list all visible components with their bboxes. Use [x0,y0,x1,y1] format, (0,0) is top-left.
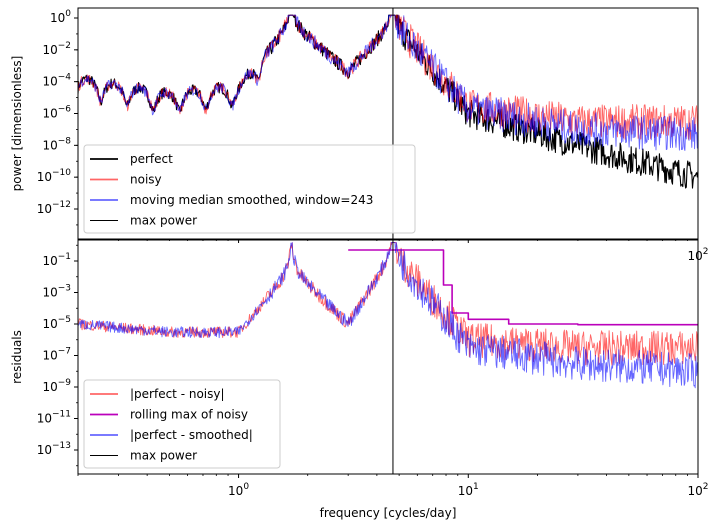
legend-box [83,144,416,234]
y-tick-label: 10−3 [42,284,71,300]
legend-label-perfect-smoothed: |perfect - smoothed| [130,428,253,442]
x-tick-label: 100 [228,482,249,498]
y-tick-label: 10−1 [42,252,71,268]
y-tick-label: 10−4 [42,73,71,89]
axes-frame [77,7,699,240]
y-tick-label: 10−12 [37,200,71,216]
top-ylabel: power [dimensionless] [10,56,24,192]
y-tick-label: 10−7 [42,347,71,363]
y-tick-label: 10−10 [37,168,72,184]
legend: |perfect - noisy| rolling max of noisy |pe… [83,379,281,469]
x-tick-label: 102 [687,247,708,263]
y-tick-label: 10−13 [37,441,71,457]
axes-frame [77,239,699,475]
legend-label-noisy: noisy [130,173,162,187]
legend-label-moving-median-smoothed-window-243: moving median smoothed, window=243 [130,193,373,207]
legend-label-perfect-noisy: |perfect - noisy| [130,387,225,401]
y-tick-label: 10−6 [42,105,71,121]
xlabel: frequency [cycles/day] [320,506,457,520]
x-tick-label: 101 [458,482,479,498]
legend-label-max-power: max power [130,214,197,228]
y-tick-label: 10−9 [42,378,71,394]
y-tick-label: 10−8 [42,136,71,152]
series-rolling-max-of-noisy [348,249,698,326]
x-tick-label: 102 [687,482,708,498]
bottom-panel: 10−1 10−3 10−5 10−7 10−9 10−11 10−13 100 101 102 |… [37,239,709,498]
series-moving-median-smoothed-window-243 [78,14,698,151]
legend-label-max-power: max power [130,449,197,463]
series-perfect-noisy [78,242,698,366]
plot-area [78,240,698,474]
legend-box [83,379,281,469]
series-perfect [78,14,698,189]
top-panel: 100 10−2 10−4 10−6 10−8 10−10 10−12 102 perfect n… [37,7,709,263]
series-perfect-smoothed [78,242,698,389]
legend: perfect noisy moving median smoothed, wind… [83,144,416,234]
legend-label-perfect: perfect [130,152,173,166]
y-tick-label: 10−11 [37,410,71,426]
y-tick-label: 100 [50,9,71,25]
legend-label-rolling-max-of-noisy: rolling max of noisy [130,408,248,422]
series-noisy [78,14,698,140]
y-tick-label: 10−2 [42,41,71,57]
bottom-ylabel: residuals [10,330,24,384]
y-tick-label: 10−5 [42,315,71,331]
